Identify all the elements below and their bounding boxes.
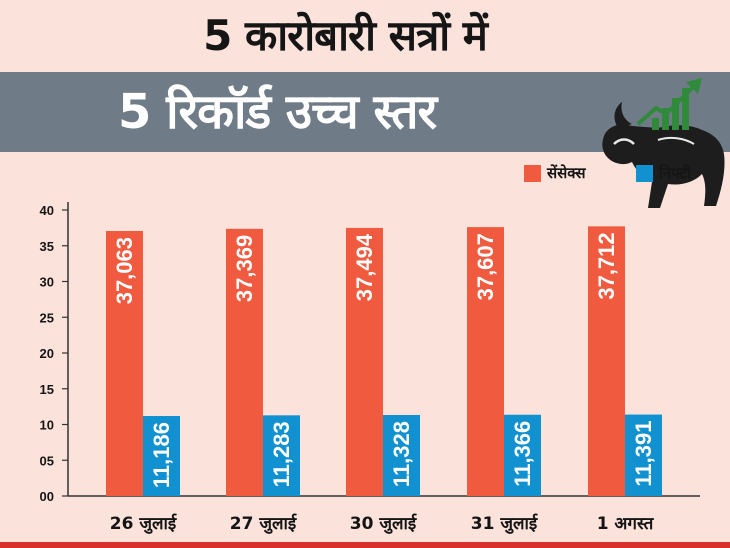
subheadline: 5 रिकॉर्ड उच्च स्तर [118, 84, 437, 140]
bar-sensex [467, 227, 504, 496]
bar-sensex [588, 226, 625, 496]
bar-sensex [226, 228, 263, 496]
data-label: 37,494 [352, 233, 377, 301]
data-label: 11,391 [631, 421, 656, 487]
y-tick-label: 25 [40, 310, 54, 325]
headline: 5 कारोबारी सत्रों में [203, 11, 488, 60]
headline-band: 5 रिकॉर्ड उच्च स्तर [0, 72, 730, 208]
y-tick-label: 05 [40, 453, 54, 468]
x-tick-label: 30 जुलाई [350, 513, 417, 534]
bar-nifty [263, 415, 300, 496]
bar-sensex [346, 227, 383, 496]
y-tick-label: 35 [40, 239, 54, 254]
legend-sensex-label: सेंसेक्स [547, 164, 586, 182]
y-tick-label: 10 [40, 418, 54, 433]
legend-nifty-label: निफ्टी [659, 164, 691, 182]
x-tick-label: 31 जुलाई [471, 513, 538, 534]
data-label: 11,283 [269, 421, 294, 487]
x-tick-label: 26 जुलाई [110, 513, 177, 534]
bottom-rule [0, 542, 730, 548]
legend-sensex: सेंसेक्स [524, 162, 586, 184]
legend-sensex-swatch [524, 164, 541, 182]
y-tick-label: 30 [40, 275, 54, 290]
y-tick-label: 40 [40, 203, 54, 218]
y-tick-label: 15 [40, 382, 54, 397]
x-tick-label: 1 अगस्त [597, 514, 655, 534]
data-label: 11,366 [510, 421, 535, 487]
legend-nifty: निफ्टी [636, 162, 691, 184]
data-label: 11,186 [149, 422, 174, 488]
bull-market-icon [602, 78, 725, 208]
bar-nifty [504, 414, 541, 496]
bar-nifty [383, 415, 420, 496]
data-label: 37,369 [232, 235, 257, 302]
data-label: 11,328 [389, 421, 414, 487]
bar-sensex [106, 230, 143, 496]
data-label: 37,607 [473, 233, 498, 300]
bar-chart: 00 05 10 15 20 25 30 35 40 37,063 11,186 26 जुलाई 37… [40, 202, 700, 534]
legend-nifty-swatch [636, 164, 653, 182]
y-tick-label: 00 [40, 489, 54, 504]
x-tick-label: 27 जुलाई [230, 513, 297, 534]
bar-nifty [625, 414, 662, 496]
data-label: 37,712 [594, 232, 619, 299]
bar-nifty [143, 416, 180, 496]
y-tick-label: 20 [40, 346, 54, 361]
data-label: 37,063 [112, 237, 137, 304]
